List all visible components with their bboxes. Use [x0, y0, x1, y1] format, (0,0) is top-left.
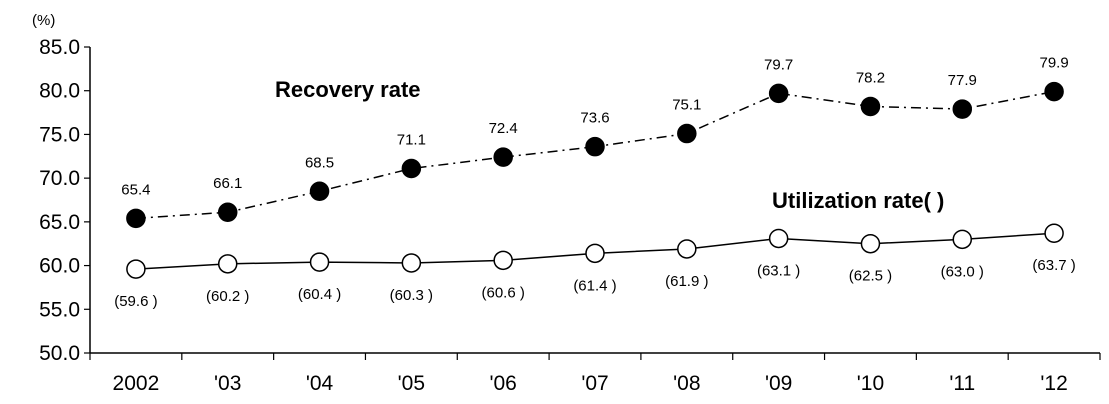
data-label-recovery-rate: 77.9 — [948, 72, 977, 89]
data-label-recovery-rate: 71.1 — [397, 132, 426, 149]
data-label-utilization-rate: (62.5 ) — [849, 268, 892, 285]
data-label-utilization-rate: (60.4 ) — [298, 286, 341, 303]
data-point-utilization-rate — [768, 228, 789, 249]
data-point-utilization-rate — [860, 233, 881, 254]
x-tick-label: 2002 — [113, 372, 160, 395]
data-label-utilization-rate: (60.2 ) — [206, 288, 249, 305]
data-label-utilization-rate: (63.7 ) — [1032, 257, 1075, 274]
data-label-recovery-rate: 66.1 — [213, 175, 242, 192]
y-tick-label: 65.0 — [39, 211, 80, 234]
data-label-recovery-rate: 73.6 — [580, 110, 609, 127]
data-label-utilization-rate: (60.6 ) — [482, 284, 525, 301]
x-tick-label: '04 — [306, 372, 334, 395]
data-label-utilization-rate: (60.3 ) — [390, 287, 433, 304]
data-point-recovery-rate — [860, 96, 881, 117]
x-tick-label: '07 — [581, 372, 608, 395]
data-label-recovery-rate: 75.1 — [672, 97, 701, 114]
data-point-recovery-rate — [585, 136, 605, 157]
x-tick-label: '11 — [949, 372, 975, 395]
data-label-recovery-rate: 79.9 — [1039, 55, 1068, 72]
y-tick-label: 70.0 — [39, 167, 80, 190]
data-point-utilization-rate — [217, 254, 238, 274]
series-recovery-rate: 65.4 66.1 68.5 71.1 72.4 73.6 75.1 79.7 78.2 77.9… — [121, 55, 1069, 229]
series-layer: 65.4 66.1 68.5 71.1 72.4 73.6 75.1 79.7 78.2 77.9… — [114, 55, 1076, 310]
x-tick-label: '10 — [857, 372, 884, 395]
data-label-utilization-rate: (61.9 ) — [665, 273, 708, 290]
data-label-recovery-rate: 79.7 — [764, 56, 793, 73]
data-point-utilization-rate — [677, 239, 697, 259]
data-label-utilization-rate: (61.4 ) — [573, 277, 616, 294]
y-tick-label: 50.0 — [39, 342, 80, 365]
series-label-recovery-rate: Recovery rate — [275, 77, 421, 102]
data-point-recovery-rate — [677, 123, 697, 144]
series-label-utilization-rate: Utilization rate( ) — [772, 188, 944, 213]
y-tick-label: 80.0 — [39, 80, 80, 103]
data-point-utilization-rate — [126, 259, 146, 279]
data-point-recovery-rate — [309, 181, 330, 202]
data-point-recovery-rate — [768, 83, 789, 104]
data-point-recovery-rate — [1044, 81, 1064, 102]
data-label-utilization-rate: (59.6 ) — [114, 293, 157, 310]
x-tick-label: '03 — [214, 372, 241, 395]
y-tick-label: 75.0 — [39, 123, 80, 146]
data-label-recovery-rate: 72.4 — [489, 120, 518, 137]
data-label-recovery-rate: 65.4 — [121, 181, 150, 198]
data-point-utilization-rate — [493, 250, 513, 271]
y-tick-label: 55.0 — [39, 298, 80, 321]
data-point-utilization-rate — [952, 229, 973, 250]
x-tick-label: '09 — [765, 372, 792, 395]
x-axis: 2002 '03 '04 '05 '06 '07 '08 '09 '10 '11 '12 — [89, 352, 1101, 395]
data-label-utilization-rate: (63.0 ) — [941, 263, 984, 280]
data-point-utilization-rate — [1044, 223, 1064, 243]
x-tick-label: '05 — [398, 372, 425, 395]
x-tick-label: '06 — [489, 372, 516, 395]
data-point-recovery-rate — [401, 158, 422, 179]
data-point-utilization-rate — [309, 252, 330, 272]
data-point-recovery-rate — [493, 147, 513, 167]
data-label-recovery-rate: 68.5 — [305, 154, 334, 171]
data-point-recovery-rate — [952, 99, 973, 119]
series-utilization-rate: (59.6 ) (60.2 ) (60.4 ) (60.3 ) (60.6 ) (61.4… — [114, 223, 1076, 310]
y-axis: 50.0 55.0 60.0 65.0 70.0 75.0 80.0 85.0 — [39, 36, 91, 365]
data-label-recovery-rate: 78.2 — [856, 69, 885, 86]
data-point-utilization-rate — [401, 253, 422, 273]
data-point-recovery-rate — [126, 208, 146, 229]
x-tick-label: '08 — [673, 372, 700, 395]
data-label-utilization-rate: (63.1 ) — [757, 262, 800, 279]
data-point-utilization-rate — [585, 243, 605, 264]
data-point-recovery-rate — [217, 202, 238, 222]
y-axis-unit-label: (%) — [32, 12, 55, 29]
y-tick-label: 85.0 — [39, 36, 80, 59]
y-tick-label: 60.0 — [39, 255, 80, 278]
x-tick-label: '12 — [1040, 372, 1067, 395]
